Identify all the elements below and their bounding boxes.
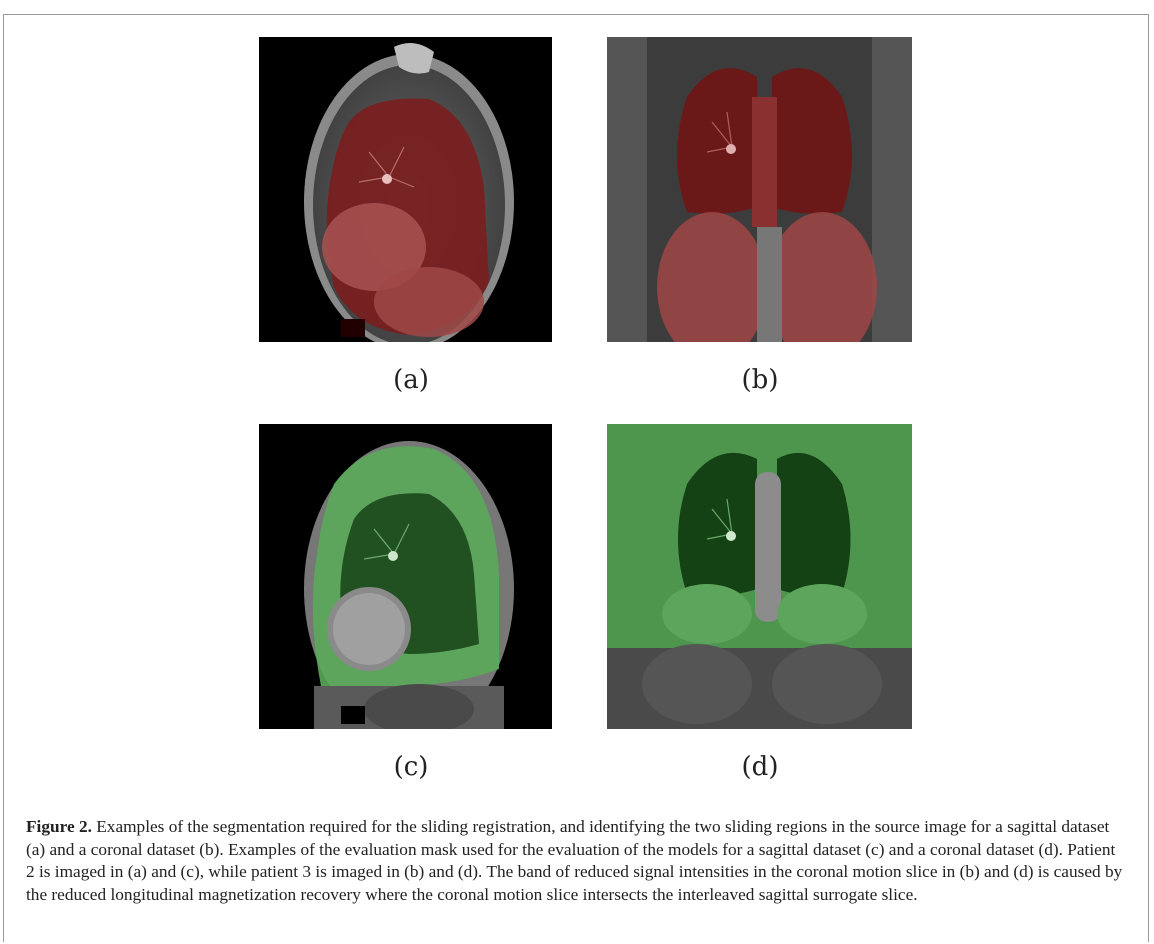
panel-a-image xyxy=(259,37,552,342)
panel-a-label: (a) xyxy=(393,365,429,395)
panel-c-image xyxy=(259,424,552,729)
panel-b-image xyxy=(607,37,912,342)
caption-text: Examples of the segmentation required fo… xyxy=(26,817,1123,904)
sagittal-mri-red-segmentation xyxy=(259,37,552,342)
figure-frame xyxy=(3,14,1149,942)
panel-b-label: (b) xyxy=(741,365,779,395)
panel-c-label: (c) xyxy=(393,752,429,782)
figure-caption: Figure 2. Examples of the segmentation r… xyxy=(26,816,1126,906)
panel-d-label: (d) xyxy=(741,752,779,782)
coronal-mri-red-segmentation xyxy=(607,37,912,342)
figure-label: Figure 2. xyxy=(26,817,92,836)
sagittal-mri-green-mask xyxy=(259,424,552,729)
coronal-mri-green-mask xyxy=(607,424,912,729)
panel-d-image xyxy=(607,424,912,729)
